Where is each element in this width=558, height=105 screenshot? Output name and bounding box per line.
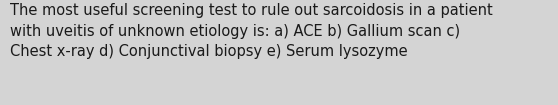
- Text: The most useful screening test to rule out sarcoidosis in a patient
with uveitis: The most useful screening test to rule o…: [10, 3, 493, 59]
